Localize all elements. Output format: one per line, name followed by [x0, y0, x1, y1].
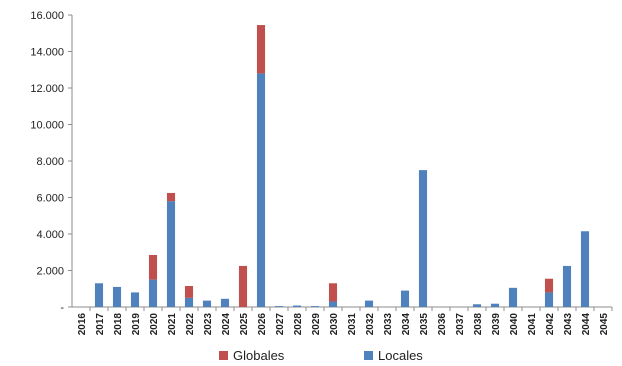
- bar-globales-2020: [148, 254, 158, 280]
- bar-locales-2038: [472, 304, 482, 307]
- y-tick-label: 12.000: [30, 83, 64, 95]
- legend-label-locales: Locales: [378, 348, 423, 363]
- x-tick-label: 2036: [437, 313, 448, 336]
- bar-locales-2034: [400, 290, 410, 307]
- x-tick-label: 2041: [527, 313, 538, 336]
- x-tick-label: 2034: [401, 313, 412, 336]
- y-tick-label: 8.000: [36, 156, 64, 168]
- x-tick-label: 2023: [203, 313, 214, 336]
- x-tick-label: 2031: [347, 313, 358, 336]
- bar-locales-2032: [364, 300, 374, 307]
- y-axis-ticks: - 2.000 4.000 6.000 8.000 10.000 12.000 14.000 1…: [30, 10, 72, 314]
- chart-legend: Globales Locales: [219, 348, 423, 363]
- bar-locales-2018: [112, 286, 122, 307]
- bar-locales-2039: [490, 303, 500, 307]
- bar-locales-2035: [418, 170, 428, 307]
- legend-swatch-globales: [219, 351, 228, 360]
- legend-swatch-locales: [364, 351, 373, 360]
- x-tick-label: 2030: [329, 313, 340, 336]
- x-tick-label: 2021: [167, 313, 178, 336]
- y-tick-label: 6.000: [36, 193, 64, 205]
- x-tick-label: 2039: [491, 313, 502, 336]
- bar-globales-2026: [256, 25, 266, 74]
- x-tick-label: 2038: [473, 313, 484, 336]
- bar-globales-2022: [184, 286, 194, 298]
- x-tick-label: 2032: [365, 313, 376, 336]
- bar-globales-2030: [328, 283, 338, 302]
- x-tick-label: 2040: [509, 313, 520, 336]
- x-tick-label: 2026: [257, 313, 268, 336]
- bar-locales-2020: [148, 279, 158, 307]
- bar-locales-2017: [94, 283, 104, 307]
- x-tick-label: 2045: [599, 313, 610, 336]
- x-tick-label: 2037: [455, 313, 466, 336]
- bar-locales-2024: [220, 298, 230, 307]
- bar-locales-2027: [274, 306, 284, 307]
- bar-globales-2042: [544, 278, 554, 293]
- y-tick-label: 16.000: [30, 10, 64, 22]
- x-tick-label: 2019: [131, 313, 142, 336]
- x-tick-label: 2028: [293, 313, 304, 336]
- bar-locales-2029: [310, 306, 320, 307]
- bar-locales-2023: [202, 300, 212, 307]
- x-tick-label: 2035: [419, 313, 430, 336]
- bar-locales-2022: [184, 297, 194, 307]
- x-tick-label: 2025: [239, 313, 250, 336]
- bar-locales-2042: [544, 292, 554, 307]
- bar-locales-2026: [256, 73, 266, 308]
- legend-label-globales: Globales: [233, 348, 285, 363]
- y-tick-label: 14.000: [30, 47, 64, 59]
- bar-locales-2019: [130, 292, 140, 307]
- chart-bars: [94, 25, 590, 308]
- x-tick-label: 2017: [95, 313, 106, 336]
- x-tick-label: 2024: [221, 313, 232, 336]
- bar-locales-2043: [562, 265, 572, 307]
- x-tick-label: 2016: [77, 313, 88, 336]
- bar-globales-2025: [238, 265, 248, 307]
- x-tick-label: 2042: [545, 313, 556, 336]
- bar-locales-2040: [508, 287, 518, 307]
- x-axis-ticks: 2016 2017 2018 2019 2020 2021 2022 2023 2024 2025…: [77, 307, 613, 336]
- bar-locales-2044: [580, 231, 590, 307]
- x-tick-label: 2020: [149, 313, 160, 336]
- x-tick-label: 2018: [113, 313, 124, 336]
- y-tick-label: -: [60, 302, 64, 314]
- x-tick-label: 2022: [185, 313, 196, 336]
- y-tick-label: 4.000: [36, 229, 64, 241]
- x-tick-label: 2027: [275, 313, 286, 336]
- bar-locales-2021: [166, 201, 176, 307]
- x-tick-label: 2029: [311, 313, 322, 336]
- x-tick-label: 2033: [383, 313, 394, 336]
- bar-locales-2028: [292, 305, 302, 307]
- bar-locales-2030: [328, 301, 338, 307]
- x-tick-label: 2043: [563, 313, 574, 336]
- x-tick-label: 2044: [581, 313, 592, 336]
- y-tick-label: 10.000: [30, 120, 64, 132]
- y-tick-label: 2.000: [36, 266, 64, 278]
- bar-globales-2021: [166, 192, 176, 202]
